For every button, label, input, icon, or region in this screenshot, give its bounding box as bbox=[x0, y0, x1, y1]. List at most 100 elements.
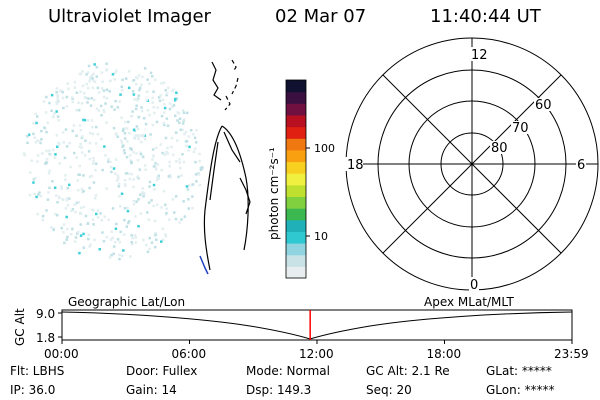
noise-pixel bbox=[178, 221, 181, 224]
noise-pixel bbox=[130, 114, 134, 118]
noise-pixel bbox=[163, 103, 166, 106]
noise-pixel bbox=[136, 127, 140, 131]
noise-pixel bbox=[127, 220, 131, 223]
noise-pixel bbox=[116, 106, 120, 109]
noise-pixel bbox=[53, 186, 57, 189]
noise-pixel bbox=[184, 130, 188, 134]
noise-pixel bbox=[121, 129, 125, 132]
noise-pixel bbox=[62, 106, 65, 110]
noise-pixel bbox=[176, 139, 179, 142]
colorbar-band bbox=[286, 161, 306, 174]
noise-pixel bbox=[125, 127, 129, 130]
noise-pixel bbox=[137, 115, 141, 119]
noise-pixel bbox=[93, 238, 96, 242]
noise-pixel bbox=[183, 215, 187, 218]
noise-pixel bbox=[61, 96, 65, 100]
noise-pixel bbox=[146, 109, 150, 112]
noise-pixel bbox=[92, 79, 95, 82]
noise-pixel bbox=[73, 203, 76, 206]
x-tick-label: 12:00 bbox=[299, 347, 334, 361]
noise-pixel bbox=[167, 86, 170, 90]
noise-pixel bbox=[88, 157, 92, 161]
noise-pixel bbox=[153, 188, 156, 191]
noise-pixel bbox=[194, 173, 198, 176]
noise-pixel bbox=[101, 231, 104, 234]
noise-pixel bbox=[104, 154, 107, 157]
noise-pixel bbox=[130, 172, 133, 176]
noise-pixel bbox=[160, 240, 163, 243]
noise-pixel bbox=[142, 133, 145, 137]
noise-pixel bbox=[119, 230, 122, 234]
noise-pixel bbox=[66, 196, 69, 200]
noise-pixel bbox=[143, 67, 147, 70]
noise-pixel bbox=[32, 132, 35, 136]
noise-pixel bbox=[46, 121, 50, 125]
noise-pixel bbox=[95, 162, 98, 165]
noise-pixel bbox=[78, 145, 82, 149]
noise-pixel bbox=[54, 153, 57, 156]
noise-pixel bbox=[123, 132, 127, 135]
colorbar-band bbox=[286, 80, 306, 93]
noise-pixel bbox=[162, 121, 166, 125]
noise-pixel bbox=[142, 194, 145, 198]
noise-pixel bbox=[135, 125, 139, 128]
noise-pixel bbox=[131, 90, 135, 93]
noise-pixel bbox=[111, 207, 115, 210]
noise-pixel bbox=[141, 155, 145, 159]
noise-pixel bbox=[130, 234, 133, 237]
noise-pixel bbox=[64, 128, 68, 131]
noise-pixel bbox=[141, 191, 144, 194]
noise-pixel bbox=[148, 185, 151, 188]
noise-pixel bbox=[91, 162, 95, 165]
noise-pixel bbox=[36, 212, 39, 216]
noise-pixel bbox=[34, 112, 37, 116]
noise-pixel bbox=[151, 101, 154, 104]
noise-pixel bbox=[86, 119, 90, 122]
noise-pixel bbox=[121, 89, 124, 92]
noise-pixel bbox=[66, 82, 69, 85]
noise-pixel bbox=[105, 68, 109, 71]
noise-pixel bbox=[74, 210, 77, 214]
noise-pixel bbox=[143, 192, 146, 195]
noise-pixel bbox=[73, 151, 76, 155]
noise-pixel bbox=[45, 95, 48, 99]
noise-pixel bbox=[66, 204, 70, 207]
noise-pixel bbox=[83, 96, 87, 99]
colorbar-tick-label-10: 10 bbox=[314, 230, 328, 243]
noise-pixel bbox=[40, 129, 43, 133]
noise-pixel bbox=[87, 150, 91, 153]
noise-pixel bbox=[112, 126, 116, 130]
noise-pixel bbox=[139, 193, 142, 196]
noise-pixel bbox=[56, 145, 59, 148]
noise-pixel bbox=[95, 75, 98, 78]
noise-pixel bbox=[55, 91, 58, 94]
label-bg-0 bbox=[469, 277, 479, 291]
noise-pixel bbox=[163, 106, 167, 110]
noise-pixel bbox=[131, 236, 134, 240]
colorbar-band bbox=[286, 114, 306, 128]
noise-pixel bbox=[161, 151, 164, 155]
colorbar-band bbox=[286, 231, 306, 244]
noise-pixel bbox=[105, 187, 108, 190]
noise-pixel bbox=[36, 115, 39, 118]
colorbar-band bbox=[286, 208, 306, 221]
noise-pixel bbox=[79, 223, 82, 226]
noise-pixel bbox=[89, 75, 92, 79]
noise-pixel bbox=[176, 111, 179, 114]
noise-pixel bbox=[182, 119, 185, 122]
noise-pixel bbox=[151, 96, 154, 100]
noise-pixel bbox=[182, 111, 186, 114]
noise-pixel bbox=[100, 114, 103, 117]
noise-pixel bbox=[139, 152, 143, 156]
noise-pixel bbox=[71, 227, 74, 231]
noise-pixel bbox=[140, 140, 143, 144]
noise-pixel bbox=[45, 130, 48, 134]
noise-pixel bbox=[199, 167, 203, 170]
noise-pixel bbox=[137, 74, 141, 77]
noise-pixel bbox=[174, 195, 178, 198]
noise-pixel bbox=[75, 91, 79, 94]
label-bg-6 bbox=[576, 157, 586, 171]
noise-pixel bbox=[164, 89, 167, 92]
noise-pixel bbox=[58, 89, 62, 93]
mlt-label-12: 12 bbox=[471, 48, 488, 63]
